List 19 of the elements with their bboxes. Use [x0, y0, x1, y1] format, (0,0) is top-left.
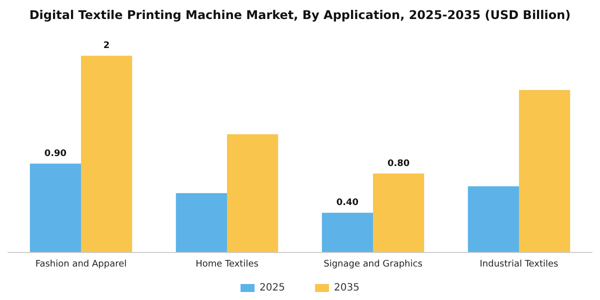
bar [322, 212, 373, 252]
bar [468, 186, 519, 252]
bar [519, 90, 570, 252]
legend-label: 2025 [260, 282, 286, 294]
bar [176, 193, 227, 252]
bar [30, 164, 81, 252]
bar [373, 173, 424, 252]
data-label: 0.40 [336, 198, 359, 208]
x-tick-label: Home Textiles [196, 260, 259, 270]
chart-title: Digital Textile Printing Machine Market, By Application, 2025-2035 (USD Billion) [29, 8, 571, 22]
x-tick-label: Signage and Graphics [324, 260, 423, 270]
legend-label: 2035 [334, 282, 360, 294]
data-label: 2 [103, 41, 110, 52]
bar [81, 56, 132, 252]
bar [227, 134, 278, 252]
x-tick-label: Fashion and Apparel [35, 260, 127, 270]
data-label: 0.80 [387, 158, 410, 169]
data-label: 0.90 [44, 149, 67, 160]
x-tick-label: Industrial Textiles [480, 260, 559, 270]
